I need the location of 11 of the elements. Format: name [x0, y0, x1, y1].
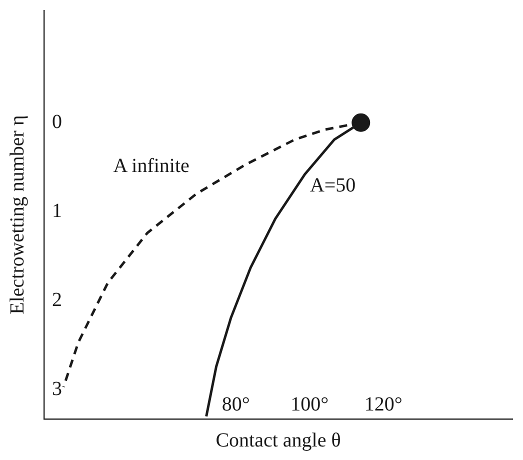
annotation: A infinite	[113, 155, 190, 178]
y-axis-title: Electrowetting number η	[6, 115, 28, 314]
x-axis-title: Contact angle θ	[216, 429, 341, 452]
y-tick-label: 2	[52, 288, 62, 311]
annotation: A=50	[310, 174, 356, 197]
y-tick-label: 1	[52, 200, 62, 222]
y-tick-label: 0	[52, 110, 62, 133]
x-tick-label: 80°	[222, 393, 250, 416]
x-tick-label: 100°	[290, 393, 329, 416]
x-tick-label: 120°	[364, 393, 402, 416]
y-tick-label: 3	[52, 378, 62, 400]
